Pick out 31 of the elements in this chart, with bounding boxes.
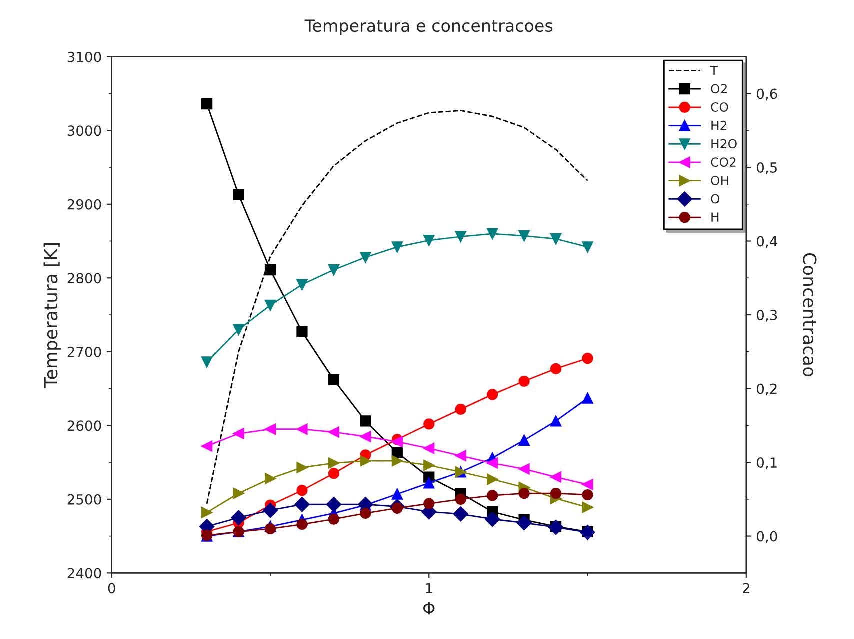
y-tick-label: 3100 bbox=[68, 52, 102, 62]
y2-axis-title: Concentracao bbox=[803, 253, 817, 377]
y-tick-label: 2700 bbox=[68, 346, 102, 358]
x-axis-title: Φ bbox=[424, 602, 435, 615]
y2-tick-label: 0,5 bbox=[757, 162, 777, 174]
y-tick-label: 3000 bbox=[68, 126, 102, 136]
y-tick-label: 2500 bbox=[68, 494, 102, 505]
legend-label: O2 bbox=[711, 84, 727, 94]
y-tick-label: 2900 bbox=[68, 199, 102, 210]
y2-tick-label: 0,4 bbox=[757, 236, 778, 248]
y2-tick-label: 0,2 bbox=[757, 384, 777, 396]
legend-label: O bbox=[711, 194, 720, 204]
legend-label: CO bbox=[711, 102, 728, 112]
y-tick-label: 2600 bbox=[68, 420, 102, 432]
x-tick-label: 1 bbox=[426, 583, 432, 594]
x-tick-label: 0 bbox=[108, 583, 116, 594]
legend-label: CO2 bbox=[711, 158, 736, 168]
legend-label: OH bbox=[711, 176, 728, 186]
legend-label: H bbox=[712, 212, 719, 222]
y2-tick-label: 0,3 bbox=[757, 310, 778, 322]
legend-label: H2 bbox=[712, 120, 727, 130]
x-tick-label: 2 bbox=[742, 583, 750, 594]
y2-tick-label: 0,0 bbox=[757, 531, 778, 544]
y-tick-label: 2400 bbox=[68, 568, 102, 579]
y2-tick-label: 0,6 bbox=[757, 88, 778, 101]
legend-label: H2O bbox=[712, 139, 737, 149]
y-tick-label: 2800 bbox=[68, 273, 102, 284]
y2-tick-label: 0,1 bbox=[757, 458, 777, 470]
legend-label: T bbox=[710, 66, 718, 76]
y-axis-title: Temperatura [K] bbox=[44, 243, 62, 388]
chart-title: Temperatura e concentracoes bbox=[304, 20, 553, 36]
